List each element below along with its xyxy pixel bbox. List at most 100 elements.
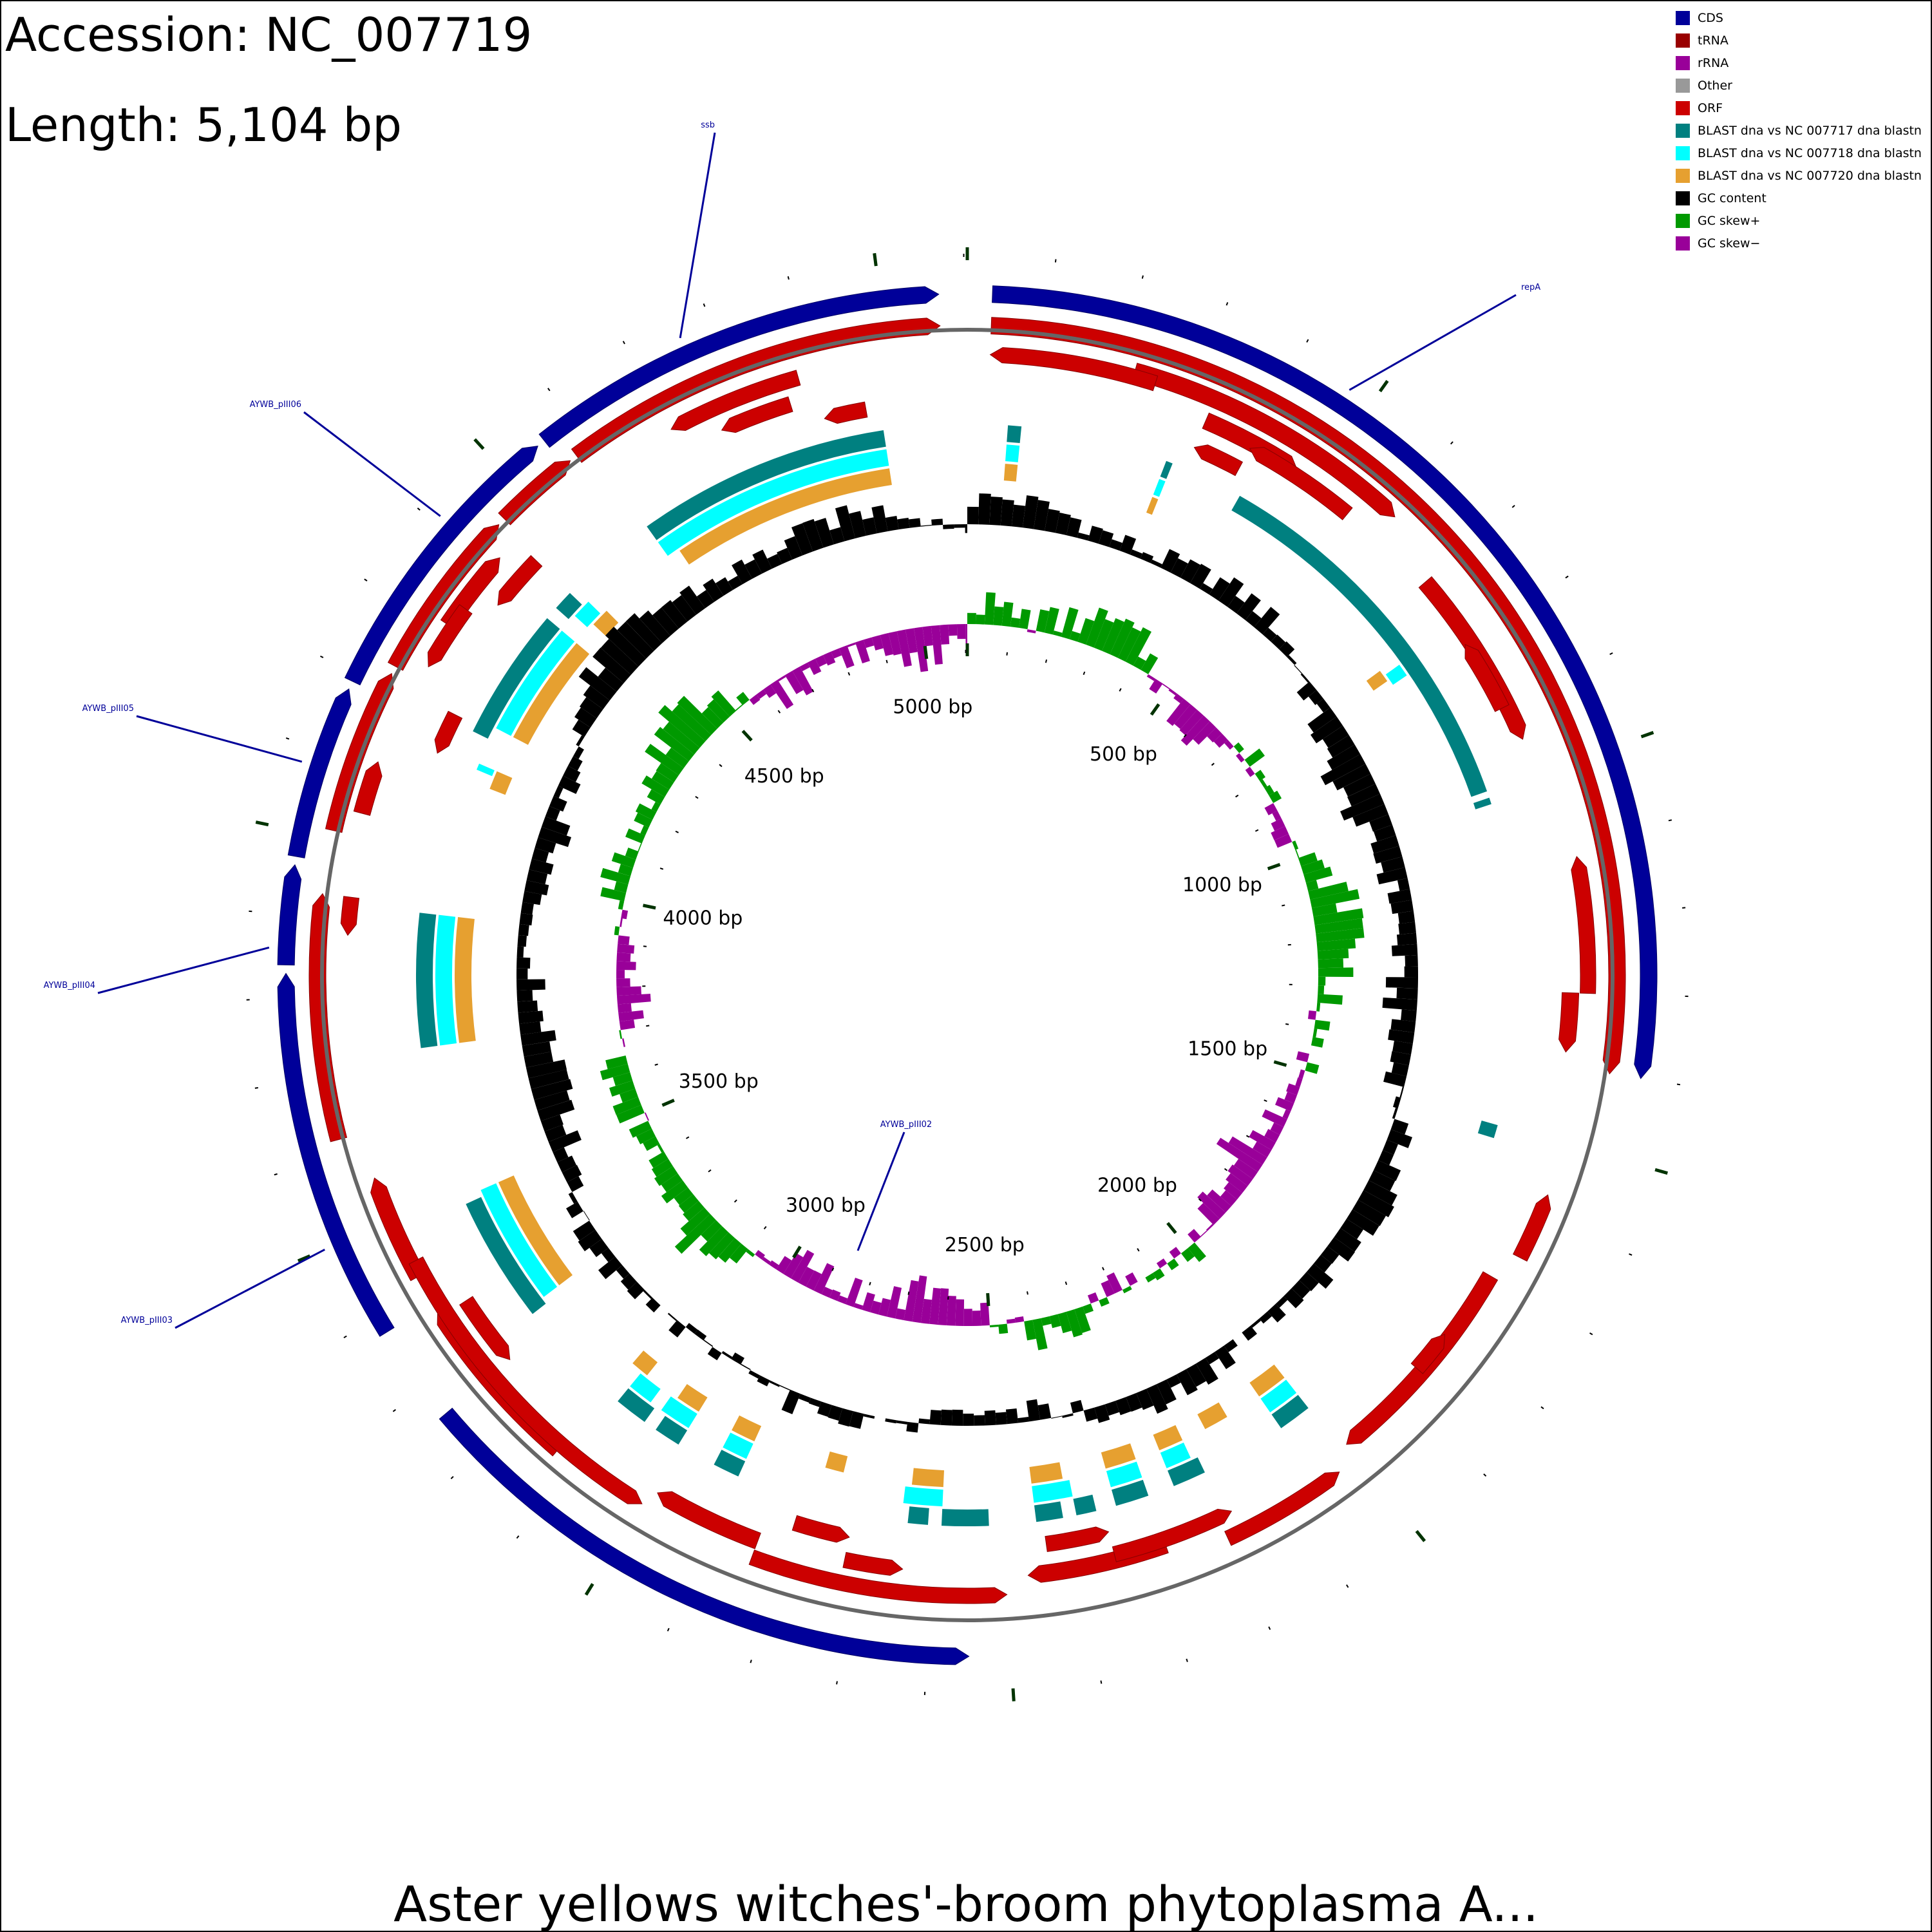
gc-skew-bar — [878, 1298, 891, 1317]
gc-content-bar — [929, 1410, 942, 1425]
gc-skew-bar — [612, 1097, 641, 1115]
gc-skew-bar — [1169, 1247, 1181, 1259]
gc-skew-bar — [616, 978, 630, 987]
orf-feature — [1112, 1508, 1233, 1562]
scale-tick — [750, 1660, 752, 1663]
gc-skew-bar — [1224, 740, 1234, 750]
inner-scale-tick — [741, 730, 753, 742]
blast-hit — [489, 771, 513, 795]
legend-label: BLAST dna vs NC 007718 dna blastn — [1698, 146, 1922, 160]
gc-skew-bar — [1270, 1122, 1284, 1135]
scale-tick — [1654, 1168, 1668, 1175]
gc-content-bar — [1383, 1139, 1398, 1155]
gc-content-bar — [583, 685, 610, 710]
gc-skew-bar — [847, 642, 857, 648]
gc-skew-bar — [1271, 818, 1285, 831]
inner-scale-tick — [659, 867, 664, 870]
tick-label: 5000 bp — [893, 696, 972, 718]
gc-skew-bar — [993, 606, 1004, 626]
gc-skew-bar — [1264, 802, 1278, 816]
gc-content-bar — [1390, 1019, 1416, 1033]
gc-content-bar — [1388, 1029, 1415, 1044]
gc-content-bar — [645, 1298, 661, 1312]
gc-skew-bar — [605, 1056, 628, 1070]
gc-content-bar — [1405, 954, 1418, 967]
gc-skew-bar — [1308, 882, 1349, 900]
gene-label: AYWB_pIII05 — [82, 704, 134, 714]
accession-label: Accession: NC_007719 — [5, 8, 533, 62]
gc-content-bar — [549, 795, 567, 812]
orf-feature — [989, 347, 1159, 392]
gc-skew-bar — [618, 900, 625, 910]
gc-skew-bar — [625, 828, 645, 844]
gc-content-bar — [598, 667, 624, 692]
gc-content-bar — [1199, 583, 1213, 595]
gene-label: AYWB_pIII03 — [121, 1316, 173, 1325]
gc-content-bar — [1396, 933, 1417, 945]
gc-content-bar — [1343, 773, 1376, 797]
gc-skew-bar — [656, 762, 679, 782]
gc-skew-bar — [661, 1180, 688, 1204]
gc-content-bar — [567, 755, 583, 771]
tick-label: 2000 bp — [1097, 1175, 1177, 1197]
gc-skew-bar — [677, 696, 717, 735]
gc-skew-bar — [1036, 609, 1050, 633]
gc-skew-bar — [1301, 859, 1325, 875]
gc-content-bar — [896, 1420, 908, 1425]
gc-skew-bar — [1274, 833, 1293, 848]
gc-skew-bar — [1271, 826, 1289, 840]
gc-skew-bar — [1207, 1189, 1232, 1213]
legend-label: CDS — [1698, 10, 1723, 25]
gc-skew-bar — [651, 1159, 673, 1177]
gc-content-bar — [518, 923, 529, 936]
orf-feature — [721, 396, 793, 433]
gc-skew-bar — [645, 743, 684, 775]
blast-hit — [1029, 1462, 1063, 1484]
gc-content-bar — [974, 1415, 985, 1426]
gc-skew-bar — [618, 1010, 644, 1022]
legend-label: GC skew− — [1698, 236, 1761, 251]
gc-skew-bar — [821, 1287, 833, 1298]
legend-item: GC skew− — [1676, 232, 1922, 254]
gc-skew-bar — [1125, 1272, 1138, 1286]
scale-tick — [516, 1535, 520, 1539]
cds-feature — [344, 446, 538, 686]
gc-skew-bar — [792, 667, 814, 696]
gc-content-bar — [849, 511, 866, 538]
gc-content-bar — [1150, 559, 1162, 568]
gc-content-bar — [1140, 552, 1154, 564]
gc-content-bar — [871, 505, 888, 534]
gc-content-bar — [984, 1410, 996, 1426]
legend-item: rRNA — [1676, 52, 1922, 74]
gc-content-bar — [732, 559, 753, 585]
gc-content-bar — [573, 1220, 596, 1241]
gc-content-bar — [1011, 504, 1026, 528]
gc-content-bar — [605, 627, 647, 667]
blast-hit — [941, 1509, 989, 1526]
blast-hit — [677, 1384, 708, 1412]
scale-tick — [1306, 339, 1309, 343]
orf-feature — [459, 1296, 511, 1360]
gc-content-bar — [781, 1389, 800, 1415]
gc-content-bar — [978, 493, 991, 525]
gc-skew-bar — [1027, 629, 1036, 634]
gc-skew-bar — [845, 1277, 863, 1307]
scale-tick — [1141, 275, 1144, 279]
gc-skew-bar — [1303, 866, 1333, 883]
gc-content-bar — [1327, 1236, 1355, 1262]
gc-content-bar — [639, 610, 670, 643]
legend-label: ORF — [1698, 100, 1723, 115]
gc-content-bar — [528, 1069, 569, 1090]
gc-content-bar — [520, 1030, 556, 1046]
blast-hit — [1112, 1479, 1149, 1506]
gc-content-bar — [715, 577, 734, 596]
gc-skew-bar — [683, 1200, 705, 1222]
gc-skew-bar — [616, 952, 631, 962]
gc-content-bar — [1310, 716, 1343, 744]
gc-skew-bar — [1311, 1037, 1324, 1048]
gc-content-bar — [694, 1329, 707, 1341]
gc-content-bar — [1250, 1318, 1261, 1328]
gc-content-bar — [1098, 530, 1114, 547]
gc-skew-bar — [1001, 601, 1014, 627]
